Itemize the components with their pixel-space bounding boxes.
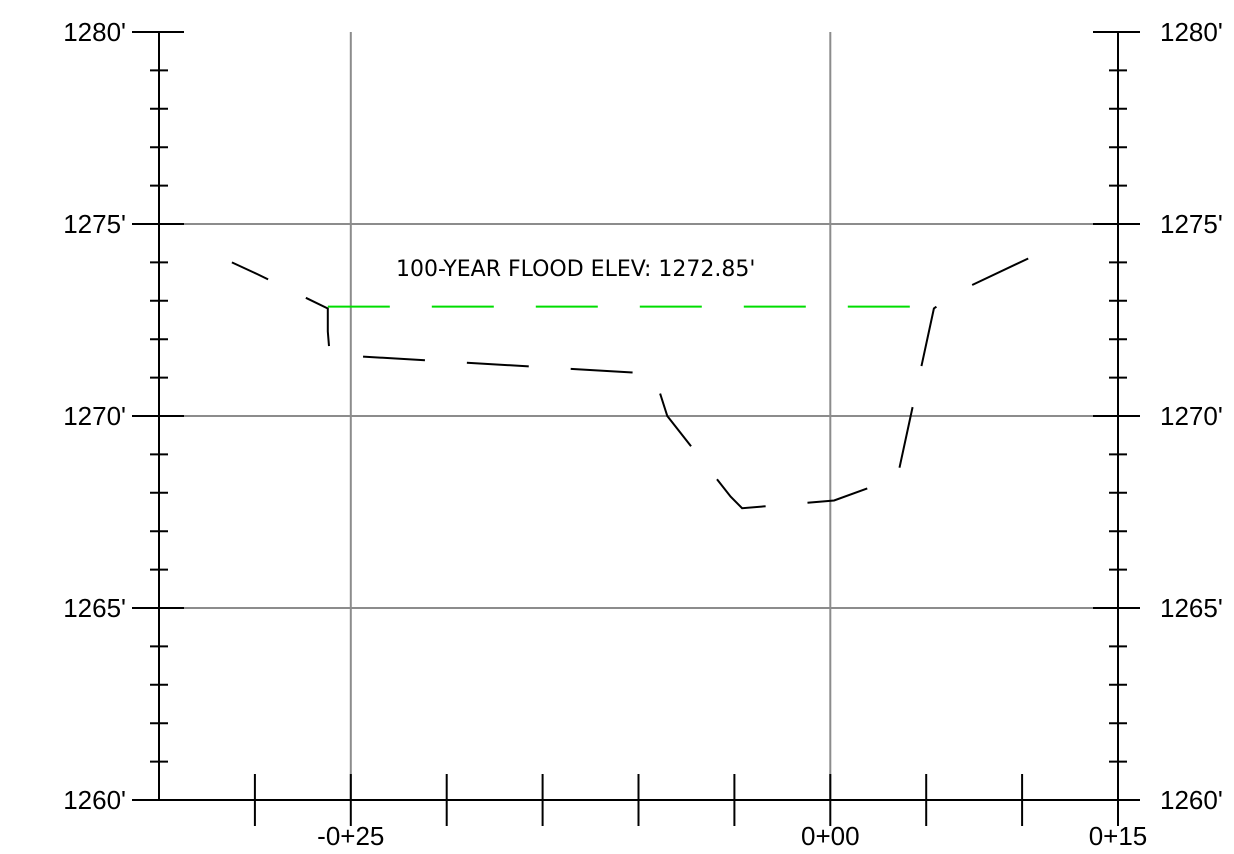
ground-profile-line <box>231 242 1061 510</box>
y-tick-label: 1280' <box>63 17 126 47</box>
grid-lines <box>159 32 1118 800</box>
y-tick-label-right: 1260' <box>1160 785 1223 815</box>
series-lines <box>231 242 1061 510</box>
x-tick-label: 0+00 <box>801 821 860 851</box>
x-tick-label: 0+15 <box>1089 821 1148 851</box>
y-tick-label-right: 1270' <box>1160 401 1223 431</box>
y-tick-label-right: 1275' <box>1160 209 1223 239</box>
tick-labels: 1260' 1260' 1265' 1265' 1270' 1270' 1275' 1275'… <box>63 17 1223 851</box>
y-tick-label: 1275' <box>63 209 126 239</box>
y-tick-label-right: 1280' <box>1160 17 1223 47</box>
y-tick-label: 1265' <box>63 593 126 623</box>
axes <box>132 31 1140 826</box>
y-tick-label: 1270' <box>63 401 126 431</box>
flood-elevation-annotation: 100-YEAR FLOOD ELEV: 1272.85' <box>396 257 755 282</box>
x-tick-label: -0+25 <box>317 821 384 851</box>
y-tick-label: 1260' <box>63 785 126 815</box>
y-tick-label-right: 1265' <box>1160 593 1223 623</box>
